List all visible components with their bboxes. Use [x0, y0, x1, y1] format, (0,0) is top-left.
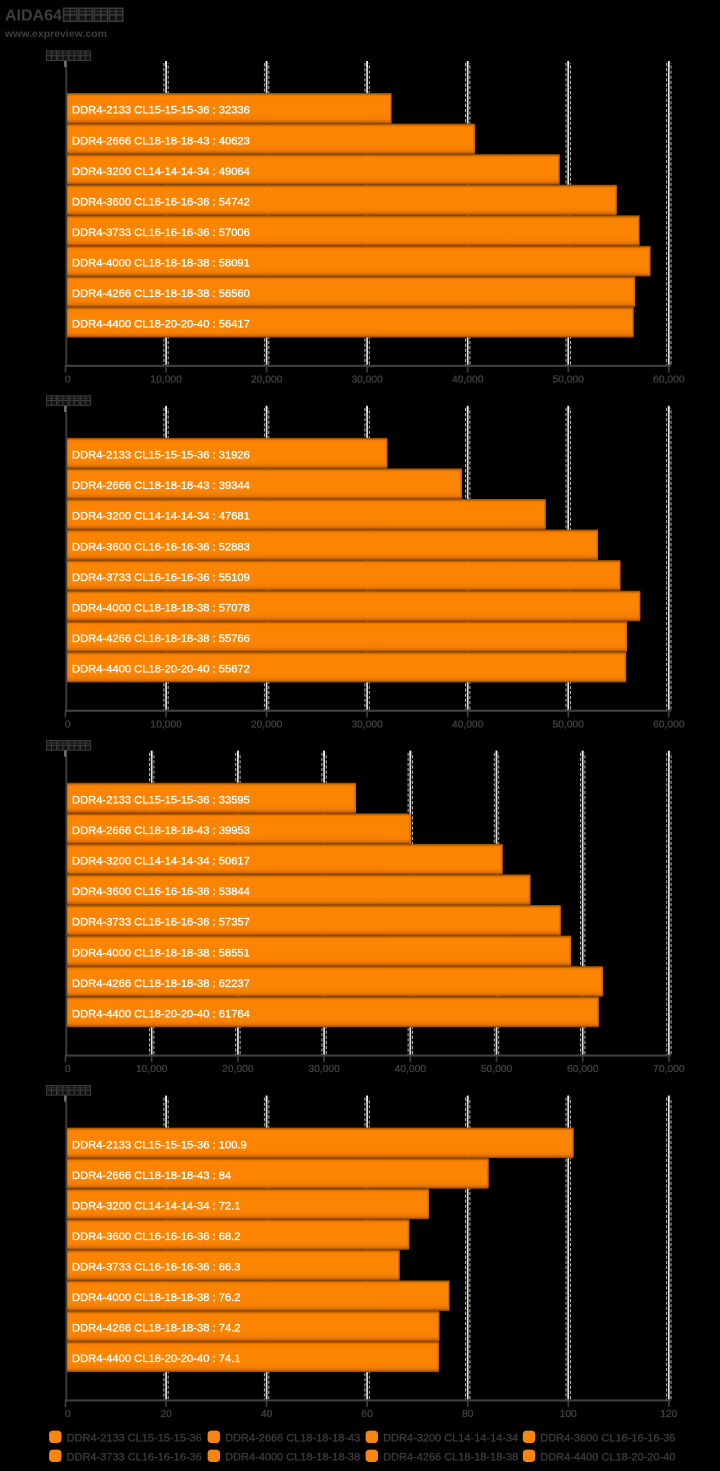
- svg-text:20,000: 20,000: [251, 719, 283, 730]
- svg-text:0: 0: [65, 1064, 71, 1075]
- svg-text:DDR4-2133 CL15-15-15-36 : 3359: DDR4-2133 CL15-15-15-36 : 33595: [72, 794, 250, 806]
- svg-text:DDR4-3733 CL16-16-16-36 : 5510: DDR4-3733 CL16-16-16-36 : 55109: [72, 572, 250, 584]
- svg-text:10,000: 10,000: [136, 1064, 168, 1075]
- svg-text:DDR4-4266 CL18-18-18-38 : 5576: DDR4-4266 CL18-18-18-38 : 55766: [72, 633, 250, 645]
- svg-text:120: 120: [660, 1409, 677, 1420]
- svg-text:60,000: 60,000: [653, 719, 685, 730]
- svg-text:DDR4-4000 CL18-18-18-38: DDR4-4000 CL18-18-18-38: [225, 1452, 360, 1464]
- svg-text:DDR4-4400 CL18-20-20-40 : 6176: DDR4-4400 CL18-20-20-40 : 61764: [72, 1008, 250, 1020]
- svg-text:DDR4-2133 CL15-15-15-36: DDR4-2133 CL15-15-15-36: [67, 1433, 202, 1445]
- svg-text:DDR4-4400 CL18-20-20-40 : 74.1: DDR4-4400 CL18-20-20-40 : 74.1: [72, 1353, 241, 1365]
- svg-text:DDR4-3200 CL14-14-14-34 : 72.1: DDR4-3200 CL14-14-14-34 : 72.1: [72, 1200, 241, 1212]
- svg-text:30,000: 30,000: [308, 1064, 340, 1075]
- svg-text:DDR4-4000 CL18-18-18-38 : 76.2: DDR4-4000 CL18-18-18-38 : 76.2: [72, 1292, 241, 1304]
- svg-text:DDR4-3600 CL16-16-16-36 : 5288: DDR4-3600 CL16-16-16-36 : 52883: [72, 541, 250, 553]
- svg-text:DDR4-3733 CL16-16-16-36 : 5700: DDR4-3733 CL16-16-16-36 : 57006: [72, 227, 250, 239]
- svg-text:DDR4-3600 CL16-16-16-36 : 5384: DDR4-3600 CL16-16-16-36 : 53844: [72, 886, 250, 898]
- svg-text:60: 60: [361, 1409, 373, 1420]
- svg-text:DDR4-2666 CL18-18-18-43 : 84: DDR4-2666 CL18-18-18-43 : 84: [72, 1170, 231, 1182]
- svg-text:DDR4-2666 CL18-18-18-43: DDR4-2666 CL18-18-18-43: [225, 1433, 360, 1445]
- svg-text:DDR4-3200 CL14-14-14-34 : 4906: DDR4-3200 CL14-14-14-34 : 49064: [72, 166, 250, 178]
- svg-text:40: 40: [261, 1409, 273, 1420]
- svg-text:10,000: 10,000: [150, 719, 182, 730]
- svg-text:DDR4-4000 CL18-18-18-38 : 5855: DDR4-4000 CL18-18-18-38 : 58551: [72, 947, 250, 959]
- svg-text:DDR4-3733 CL16-16-16-36: DDR4-3733 CL16-16-16-36: [67, 1452, 202, 1464]
- svg-text:DDR4-3600 CL16-16-16-36 : 5474: DDR4-3600 CL16-16-16-36 : 54742: [72, 196, 250, 208]
- svg-text:DDR4-4266 CL18-18-18-38 : 74.2: DDR4-4266 CL18-18-18-38 : 74.2: [72, 1323, 241, 1335]
- svg-text:DDR4-2666 CL18-18-18-43 : 3995: DDR4-2666 CL18-18-18-43 : 39953: [72, 825, 250, 837]
- svg-text:0: 0: [65, 719, 71, 730]
- svg-text:70,000: 70,000: [653, 1064, 685, 1075]
- svg-text:www.expreview.com: www.expreview.com: [4, 28, 107, 40]
- svg-text:100: 100: [560, 1409, 577, 1420]
- svg-text:DDR4-4266 CL18-18-18-38: DDR4-4266 CL18-18-18-38: [383, 1452, 518, 1464]
- svg-text:30,000: 30,000: [351, 719, 383, 730]
- svg-text:DDR4-4400 CL18-20-20-40: DDR4-4400 CL18-20-20-40: [540, 1452, 675, 1464]
- svg-text:20,000: 20,000: [251, 374, 283, 385]
- svg-text:DDR4-3200 CL14-14-14-34: DDR4-3200 CL14-14-14-34: [383, 1433, 518, 1445]
- svg-text:DDR4-2133 CL15-15-15-36 : 3192: DDR4-2133 CL15-15-15-36 : 31926: [72, 450, 250, 462]
- svg-text:AIDA64: AIDA64: [5, 8, 62, 25]
- svg-text:80: 80: [462, 1409, 474, 1420]
- svg-text:DDR4-2666 CL18-18-18-43 : 3934: DDR4-2666 CL18-18-18-43 : 39344: [72, 480, 250, 492]
- svg-text:DDR4-4400 CL18-20-20-40 : 5641: DDR4-4400 CL18-20-20-40 : 56417: [72, 319, 250, 331]
- svg-text:40,000: 40,000: [395, 1064, 427, 1075]
- svg-text:40,000: 40,000: [452, 719, 484, 730]
- svg-text:40,000: 40,000: [452, 374, 484, 385]
- svg-text:DDR4-2133 CL15-15-15-36 : 3233: DDR4-2133 CL15-15-15-36 : 32336: [72, 105, 250, 117]
- svg-text:DDR4-3200 CL14-14-14-34 : 4768: DDR4-3200 CL14-14-14-34 : 47681: [72, 511, 250, 523]
- svg-text:20: 20: [160, 1409, 172, 1420]
- svg-text:DDR4-4000 CL18-18-18-38 : 5809: DDR4-4000 CL18-18-18-38 : 58091: [72, 258, 250, 270]
- svg-text:DDR4-3600 CL16-16-16-36: DDR4-3600 CL16-16-16-36: [540, 1433, 675, 1445]
- svg-text:DDR4-4266 CL18-18-18-38 : 6223: DDR4-4266 CL18-18-18-38 : 62237: [72, 978, 250, 990]
- svg-text:60,000: 60,000: [653, 374, 685, 385]
- svg-text:30,000: 30,000: [351, 374, 383, 385]
- svg-text:50,000: 50,000: [552, 374, 584, 385]
- svg-text:10,000: 10,000: [150, 374, 182, 385]
- svg-text:DDR4-2133 CL15-15-15-36 : 100.: DDR4-2133 CL15-15-15-36 : 100.9: [72, 1139, 247, 1151]
- svg-text:60,000: 60,000: [567, 1064, 599, 1075]
- svg-text:DDR4-3200 CL14-14-14-34 : 5061: DDR4-3200 CL14-14-14-34 : 50617: [72, 856, 250, 868]
- svg-text:DDR4-2666 CL18-18-18-43 : 4062: DDR4-2666 CL18-18-18-43 : 40623: [72, 135, 250, 147]
- svg-text:50,000: 50,000: [481, 1064, 513, 1075]
- svg-text:0: 0: [65, 1409, 71, 1420]
- svg-text:DDR4-3600 CL16-16-16-36 : 68.2: DDR4-3600 CL16-16-16-36 : 68.2: [72, 1231, 241, 1243]
- svg-text:DDR4-4266 CL18-18-18-38 : 5656: DDR4-4266 CL18-18-18-38 : 56560: [72, 288, 250, 300]
- svg-text:DDR4-3733 CL16-16-16-36 : 5735: DDR4-3733 CL16-16-16-36 : 57357: [72, 917, 250, 929]
- svg-text:0: 0: [65, 374, 71, 385]
- svg-text:DDR4-3733 CL16-16-16-36 : 66.3: DDR4-3733 CL16-16-16-36 : 66.3: [72, 1262, 241, 1274]
- svg-text:50,000: 50,000: [552, 719, 584, 730]
- svg-text:DDR4-4000 CL18-18-18-38 : 5707: DDR4-4000 CL18-18-18-38 : 57078: [72, 602, 250, 614]
- svg-text:20,000: 20,000: [222, 1064, 254, 1075]
- svg-text:DDR4-4400 CL18-20-20-40 : 5567: DDR4-4400 CL18-20-20-40 : 55672: [72, 664, 250, 676]
